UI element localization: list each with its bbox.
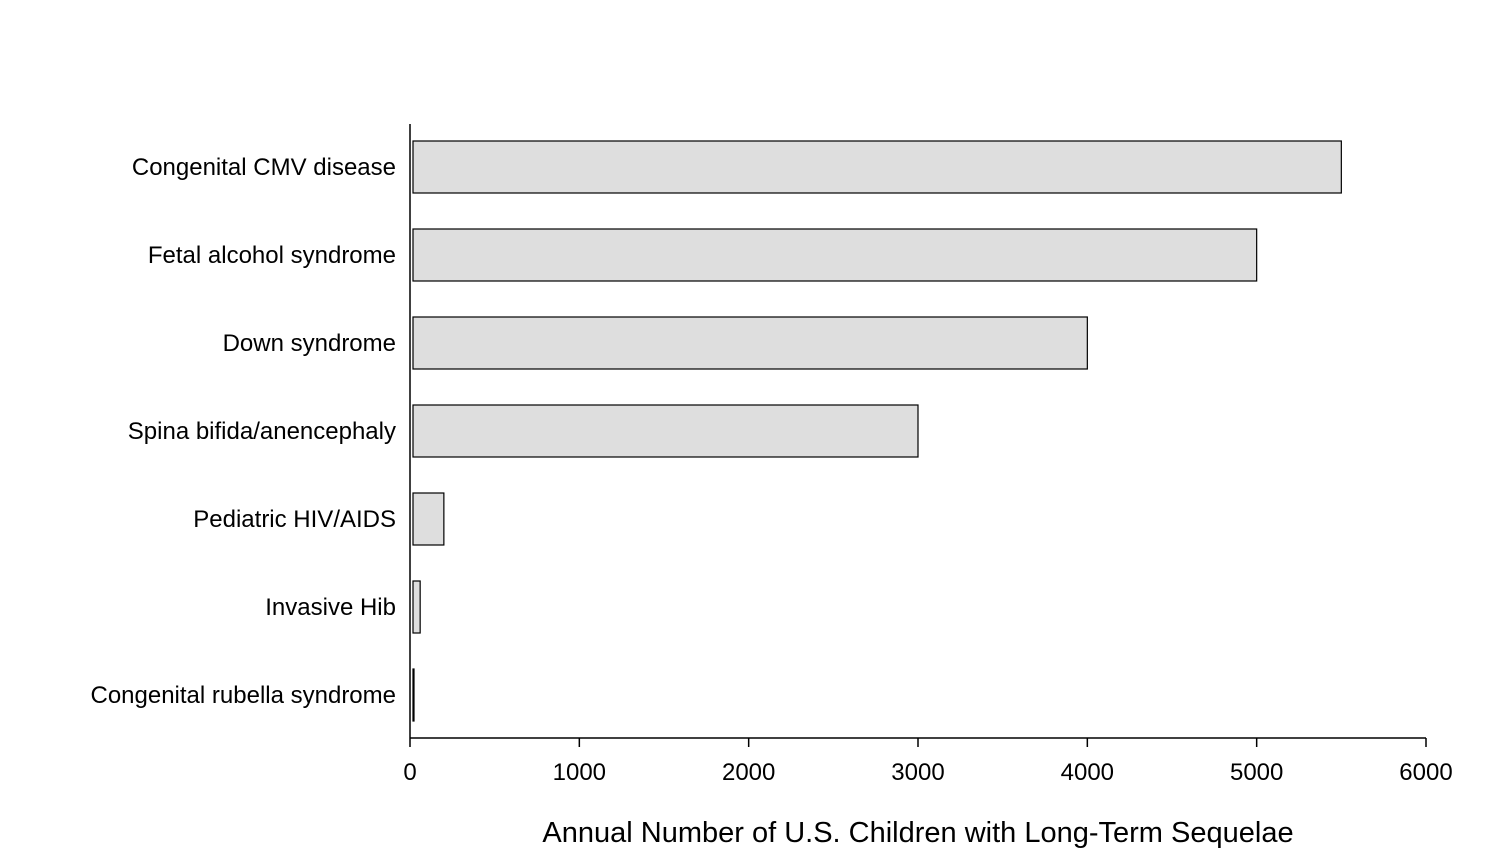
x-tick-label-5: 5000: [1230, 759, 1283, 786]
bar-6: [412, 668, 415, 722]
bar-4: [412, 492, 445, 546]
bar-0: [412, 140, 1342, 194]
x-axis-title: Annual Number of U.S. Children with Long…: [542, 817, 1293, 849]
category-label-0: Congenital CMV disease: [132, 154, 396, 181]
bar-1: [412, 228, 1258, 282]
bar-2: [412, 316, 1088, 370]
category-label-4: Pediatric HIV/AIDS: [193, 506, 396, 533]
x-axis-ticks: 0 1000 2000 3000 4000 5000 6000: [403, 738, 1453, 786]
x-tick-label-6: 6000: [1399, 759, 1452, 786]
bar-3: [412, 404, 919, 458]
x-tick-label-2: 2000: [722, 759, 775, 786]
category-labels: Congenital CMV disease Fetal alcohol synd…: [90, 154, 396, 709]
category-label-5: Invasive Hib: [265, 594, 396, 621]
category-label-3: Spina bifida/anencephaly: [128, 418, 396, 445]
category-label-6: Congenital rubella syndrome: [90, 682, 396, 709]
category-label-2: Down syndrome: [223, 330, 396, 357]
x-tick-label-3: 3000: [891, 759, 944, 786]
x-tick-label-4: 4000: [1061, 759, 1114, 786]
x-tick-label-1: 1000: [553, 759, 606, 786]
bar-5: [412, 580, 421, 634]
category-label-1: Fetal alcohol syndrome: [148, 242, 396, 269]
bars-group: [412, 140, 1342, 722]
x-tick-label-0: 0: [403, 759, 416, 786]
